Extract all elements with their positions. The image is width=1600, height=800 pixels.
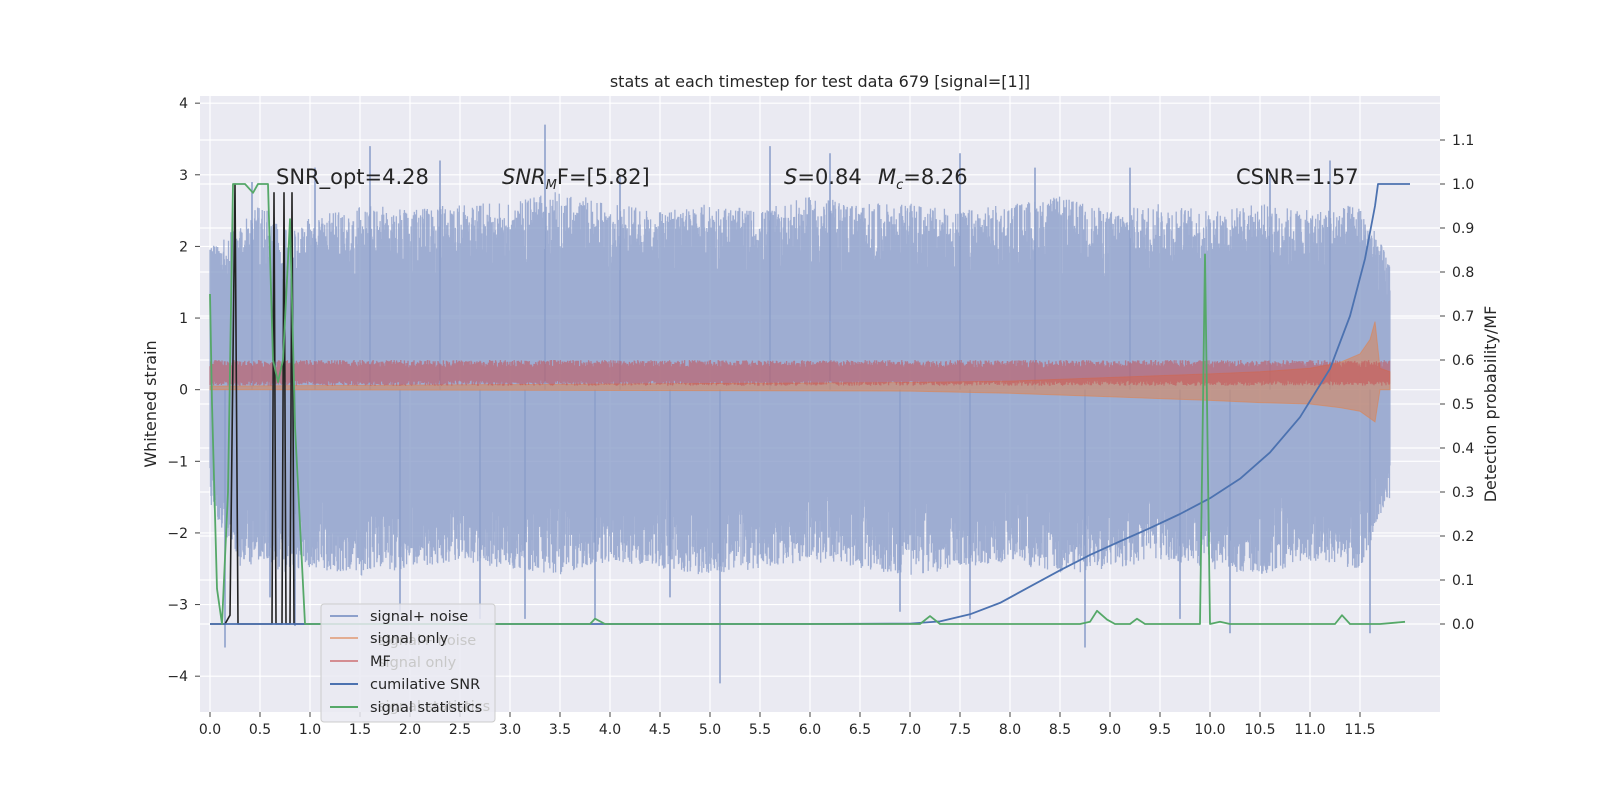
x-tick-label: 9.5: [1149, 722, 1171, 738]
y2-tick-label: 0.7: [1452, 309, 1474, 325]
x-tick-label: 10.5: [1244, 722, 1275, 738]
series-cumulative-snr: [210, 183, 1410, 625]
legend-entry-mf: MF: [330, 654, 391, 670]
x-tick-label: 3.5: [549, 722, 571, 738]
y2-tick-label: 0.2: [1452, 529, 1474, 545]
series-mf: [209, 360, 1391, 386]
annotation-mc: Mc=8.26: [878, 165, 968, 193]
x-tick-label: 1.5: [349, 722, 371, 738]
legend-label-cumulative-snr: cumilative SNR: [370, 677, 480, 693]
y2-tick-label: 1.0: [1452, 177, 1474, 193]
y-tick-label: −1: [167, 454, 188, 470]
y-tick-label: −2: [167, 526, 188, 542]
annotation-snr-opt: SNR_opt=4.28: [276, 165, 429, 190]
y2-tick-label: 0.8: [1452, 265, 1474, 281]
y-tick-labels: 4 3 2 1 0 −1 −2 −3 −4: [167, 96, 200, 685]
annotations: SNR_opt=4.28 SNRMF=[5.82] S=0.84 Mc=8.26…: [276, 165, 1359, 193]
x-tick-label: 8.0: [999, 722, 1021, 738]
y2-tick-label: 0.6: [1452, 353, 1474, 369]
annotation-snr-mf: SNRMF=[5.82]: [502, 165, 650, 193]
snr-mf-subscript: M: [546, 178, 557, 193]
legend-ghost-signal-only: signal only: [378, 655, 457, 671]
x-tick-label: 4.0: [599, 722, 621, 738]
legend-entry-signal-statistics: signal statistics: [330, 700, 482, 716]
legend-entry-signal-only: signal only: [330, 631, 449, 647]
x-tick-label: 2.0: [399, 722, 421, 738]
annotation-s: S=0.84: [784, 165, 862, 189]
x-tick-label: 6.0: [799, 722, 821, 738]
legend-ghost-signal-statistics: signal statistics: [378, 699, 490, 715]
legend-label-signal-noise: signal+ noise: [370, 609, 468, 625]
x-tick-labels: 0.0 0.5 1.0 1.5 2.0 2.5 3.0 3.5 4.0 4.5 5.0 5.5 6.0 6…: [199, 712, 1376, 738]
y-tick-label: 4: [179, 96, 188, 112]
y2-tick-label: 0.1: [1452, 573, 1474, 589]
series-signal-statistics: [209, 183, 1406, 625]
x-tick-label: 10.0: [1194, 722, 1225, 738]
mc-subscript: c: [896, 178, 903, 193]
x-tick-label: 11.5: [1344, 722, 1375, 738]
s-base: S: [784, 165, 797, 189]
annotation-csnr: CSNR=1.57: [1236, 165, 1359, 189]
legend-entry-signal-noise: signal+ noise: [330, 609, 468, 625]
x-tick-label: 0.5: [249, 722, 271, 738]
snr-mf-rest: F=[5.82]: [557, 165, 650, 189]
mc-base: M: [878, 165, 896, 189]
y2-tick-label: 0.4: [1452, 441, 1474, 457]
x-tick-label: 6.5: [849, 722, 871, 738]
y-tick-label: 1: [179, 311, 188, 327]
x-tick-label: 11.0: [1294, 722, 1325, 738]
x-tick-label: 9.0: [1099, 722, 1121, 738]
legend-label-mf: MF: [370, 654, 391, 670]
y2-tick-label: 1.1: [1452, 133, 1474, 149]
legend-ghost-signal-noise: signal+ noise: [378, 633, 476, 649]
x-tick-label: 4.5: [649, 722, 671, 738]
y2-tick-label: 0.0: [1452, 617, 1474, 633]
legend-label-signal-only: signal only: [370, 631, 449, 647]
x-tick-label: 5.5: [749, 722, 771, 738]
y2-tick-labels: 1.1 1.0 0.9 0.8 0.7 0.6 0.5 0.4 0.3 0.2 0.1 0.0: [1440, 133, 1474, 633]
y2-tick-label: 0.3: [1452, 485, 1474, 501]
x-tick-label: 0.0: [199, 722, 221, 738]
x-tick-label: 5.0: [699, 722, 721, 738]
y-tick-label: 0: [179, 383, 188, 399]
y2-tick-label: 0.5: [1452, 397, 1474, 413]
chart-title: stats at each timestep for test data 679…: [610, 72, 1030, 91]
legend-ghost-entries: signal+ noise signal only signal statist…: [378, 633, 490, 715]
y-tick-label: 3: [179, 168, 188, 184]
y-tick-label: −3: [167, 598, 188, 614]
snr-mf-base: SNR: [502, 165, 546, 189]
legend-label-signal-statistics: signal statistics: [370, 700, 482, 716]
mc-rest: =8.26: [903, 165, 967, 189]
y-axis-label: Whitened strain: [141, 340, 160, 467]
y-tick-label: 2: [179, 239, 188, 255]
x-tick-label: 7.0: [899, 722, 921, 738]
y2-axis-label: Detection probability/MF: [1481, 306, 1500, 503]
x-tick-label: 7.5: [949, 722, 971, 738]
y-tick-label: −4: [167, 669, 188, 685]
legend-entry-cumulative-snr: cumilative SNR: [330, 677, 480, 693]
data-series: [209, 124, 1410, 684]
legend-box: [320, 603, 496, 723]
x-tick-label: 3.0: [499, 722, 521, 738]
x-tick-label: 2.5: [449, 722, 471, 738]
x-tick-label: 8.5: [1049, 722, 1071, 738]
y2-tick-label: 0.9: [1452, 221, 1474, 237]
x-tick-label: 1.0: [299, 722, 321, 738]
legend: signal+ noise signal only signal statist…: [320, 603, 496, 723]
s-rest: =0.84: [797, 165, 861, 189]
